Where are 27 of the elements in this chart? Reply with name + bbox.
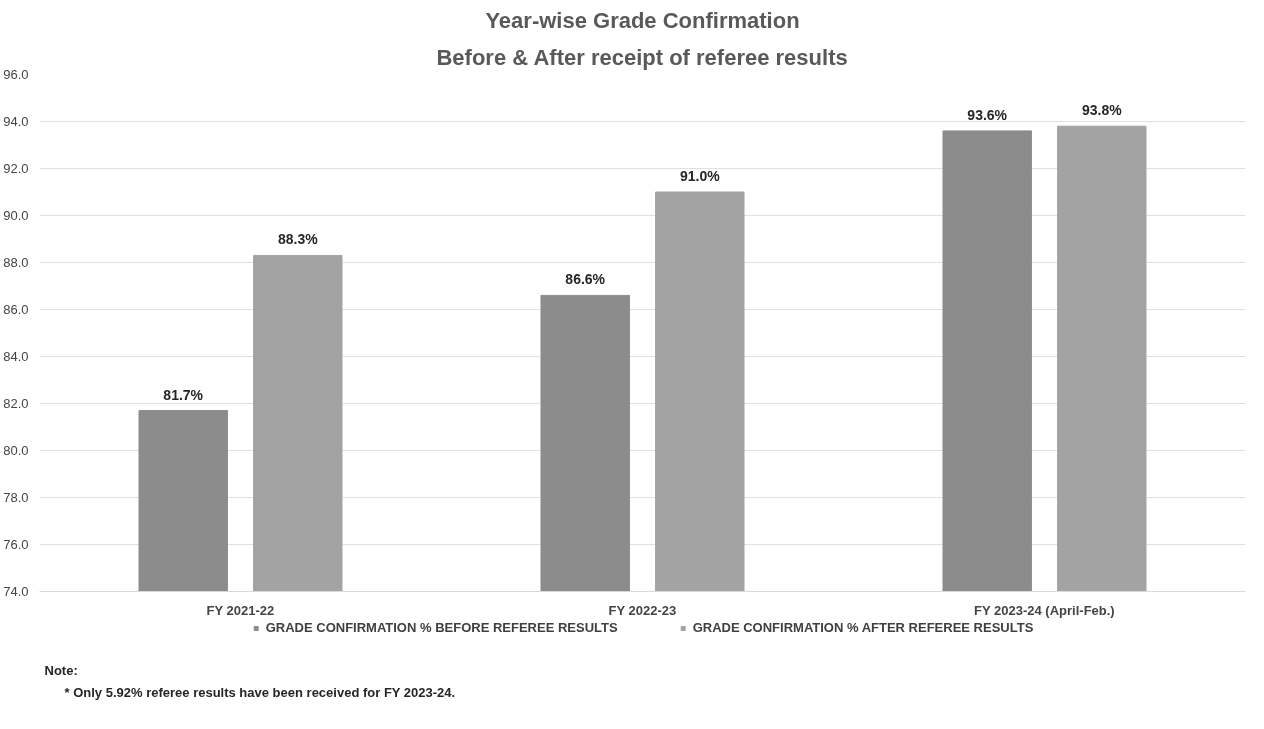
y-tick-label: 82.0 [3, 396, 29, 411]
legend-label: GRADE CONFIRMATION % AFTER REFEREE RESULTS [692, 620, 1034, 635]
text: Note: [44, 662, 78, 678]
y-tick-label: 80.0 [3, 443, 29, 458]
y-tick-label: 92.0 [3, 161, 29, 176]
data-label: 93.8% [1081, 102, 1123, 119]
y-tick-label: 78.0 [3, 490, 29, 505]
data-label: 91.0% [679, 168, 721, 184]
data-label: 88.3% [277, 231, 319, 248]
chart-subtitle: Before & After receipt of referee results [436, 44, 848, 70]
y-tick-label: 86.0 [3, 302, 29, 317]
x-tick-label: FY 2021-22 [206, 602, 275, 618]
text: * Only 5.92% referee results have been received for FY 2023-24. [64, 684, 456, 700]
y-tick-label: 74.0 [3, 584, 29, 599]
legend-label: GRADE CONFIRMATION % BEFORE REFEREE RESULTS [265, 620, 618, 635]
y-tick-label: 76.0 [3, 537, 29, 552]
data-label: 93.6% [967, 106, 1008, 123]
x-tick-label: FY 2022-23 [608, 602, 677, 618]
data-label: 86.6% [565, 271, 606, 288]
y-tick-label: 94.0 [3, 114, 29, 129]
y-tick-label: 88.0 [3, 255, 29, 270]
y-tick-label: 90.0 [3, 208, 29, 223]
chart-title: Year-wise Grade Confirmation [485, 7, 800, 33]
y-tick-label: 96.0 [3, 67, 29, 82]
data-label: 81.7% [163, 386, 204, 403]
x-tick-label: FY 2023-24 (April-Feb.) [974, 602, 1115, 618]
y-tick-label: 84.0 [3, 349, 29, 364]
